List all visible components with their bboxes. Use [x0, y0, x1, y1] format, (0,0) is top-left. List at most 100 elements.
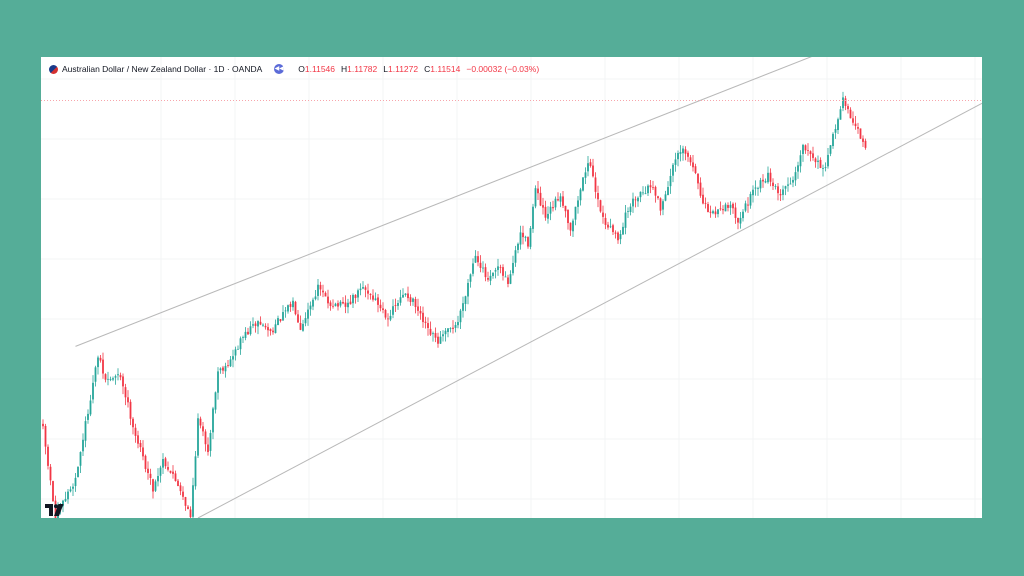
- candle: [154, 479, 157, 492]
- candle: [614, 230, 617, 239]
- candle-body: [844, 98, 847, 106]
- price-chart[interactable]: [41, 57, 982, 518]
- candle-body: [592, 165, 594, 177]
- candle-body: [542, 205, 544, 208]
- candle: [732, 202, 734, 214]
- candle: [519, 225, 522, 250]
- candle-body: [487, 277, 489, 280]
- candle: [97, 355, 99, 375]
- candle: [364, 285, 367, 298]
- candle: [669, 168, 672, 194]
- candle: [772, 178, 774, 190]
- candle: [232, 349, 234, 368]
- candle-body: [839, 109, 842, 120]
- candle-body: [507, 277, 509, 284]
- candle-body: [724, 204, 727, 212]
- candle-body: [714, 211, 717, 215]
- candle-body: [399, 297, 402, 303]
- candle: [139, 440, 142, 452]
- candle: [222, 365, 224, 374]
- candle-body: [627, 211, 629, 212]
- candle: [502, 264, 504, 281]
- candle-body: [604, 217, 607, 225]
- candle: [462, 296, 464, 318]
- symbol-title[interactable]: Australian Dollar / New Zealand Dollar ·…: [62, 64, 263, 74]
- candle-body: [807, 150, 809, 151]
- candle-body: [322, 290, 324, 293]
- candle-body: [227, 365, 229, 366]
- candle: [697, 173, 699, 190]
- tradingview-logo-icon[interactable]: [45, 504, 65, 516]
- candle-body: [697, 173, 699, 184]
- candle: [287, 304, 289, 314]
- candle-body: [174, 473, 177, 482]
- candle: [344, 295, 347, 314]
- candle-body: [79, 452, 82, 466]
- candle-body: [42, 423, 44, 427]
- candle: [559, 193, 562, 208]
- candle: [214, 391, 217, 414]
- candle-body: [572, 220, 574, 232]
- candle-body: [514, 250, 517, 263]
- candle: [704, 197, 707, 209]
- close-key: C: [424, 64, 431, 74]
- candle-body: [342, 301, 344, 304]
- candle-body: [559, 196, 562, 202]
- candle: [337, 300, 339, 311]
- candle-body: [797, 165, 799, 172]
- candle: [689, 155, 692, 166]
- candle: [72, 483, 74, 496]
- candle-body: [802, 144, 804, 155]
- candle: [859, 128, 862, 140]
- candle-body: [757, 188, 759, 189]
- candle-body: [364, 287, 367, 290]
- candle: [44, 423, 47, 455]
- candle: [294, 300, 297, 316]
- candle-body: [674, 159, 677, 165]
- candle: [79, 451, 82, 474]
- candle: [474, 250, 477, 263]
- candle: [814, 157, 817, 168]
- candle-body: [497, 266, 499, 270]
- candle: [832, 132, 834, 149]
- candle: [82, 433, 84, 457]
- candle: [279, 318, 282, 323]
- candle-body: [209, 433, 212, 451]
- candle-body: [462, 303, 464, 311]
- candle-body: [739, 217, 742, 224]
- candle: [612, 223, 614, 236]
- candles: [42, 91, 867, 518]
- candle-body: [607, 224, 609, 228]
- candle: [674, 152, 677, 172]
- candle: [547, 206, 549, 224]
- candle-body: [474, 255, 477, 263]
- candle-body: [444, 330, 447, 335]
- candle: [219, 367, 222, 374]
- candle-body: [259, 321, 262, 325]
- candle-body: [69, 489, 72, 492]
- candle-body: [502, 267, 504, 276]
- candle-body: [89, 400, 92, 415]
- candle: [762, 174, 764, 188]
- candle-body: [127, 397, 129, 403]
- replay-icon[interactable]: ◀◀: [274, 64, 285, 74]
- candle: [494, 267, 497, 279]
- candle: [709, 205, 712, 218]
- chart-panel[interactable]: Australian Dollar / New Zealand Dollar ·…: [41, 57, 982, 518]
- candle: [124, 383, 127, 406]
- candle-body: [829, 145, 832, 154]
- candle: [622, 222, 624, 235]
- candle-body: [249, 326, 252, 335]
- parallel-channel[interactable]: [75, 57, 983, 518]
- candle-body: [784, 186, 787, 189]
- candle: [549, 201, 552, 221]
- candle-body: [644, 193, 647, 195]
- candle: [727, 202, 729, 212]
- candle: [414, 296, 417, 314]
- candle: [829, 145, 832, 157]
- candle-body: [284, 310, 287, 312]
- candle-body: [142, 447, 144, 457]
- candle-body: [614, 232, 617, 234]
- candle: [312, 297, 314, 311]
- candle-body: [192, 485, 194, 517]
